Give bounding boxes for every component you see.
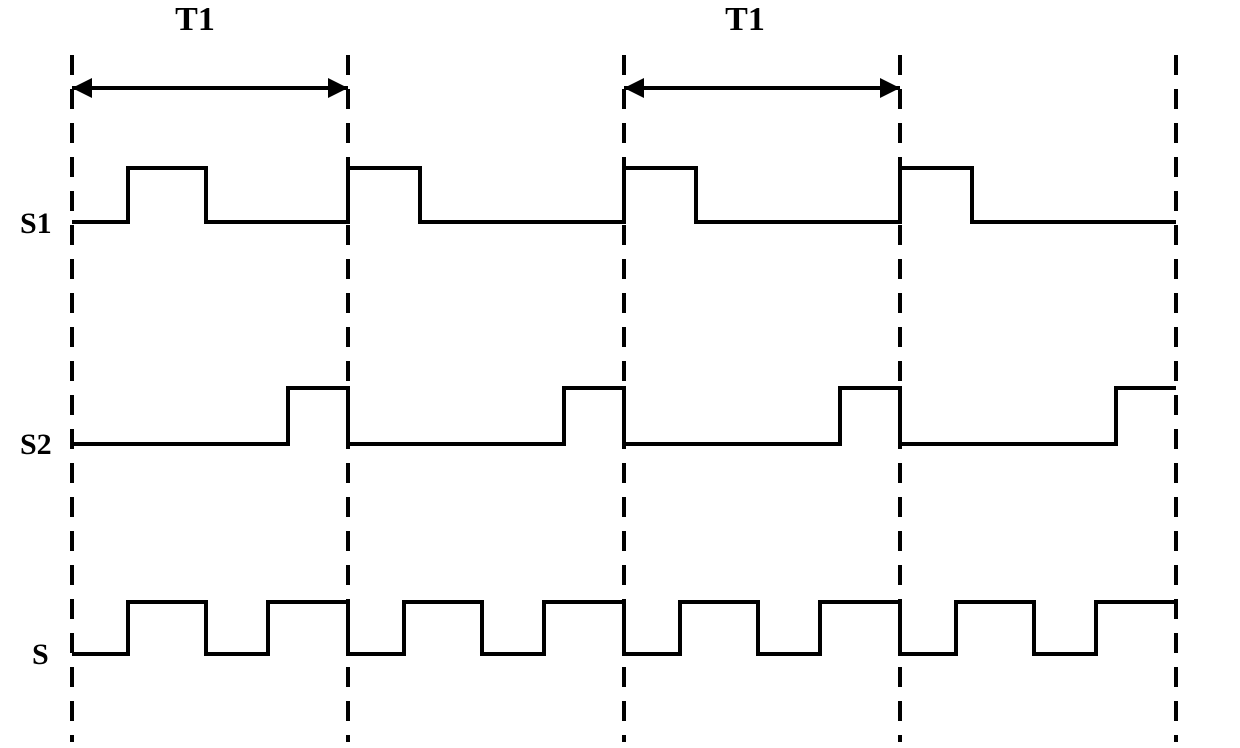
signal-waveform-s2 xyxy=(72,388,1176,444)
timing-diagram: T1 T1 S1 S2 S xyxy=(0,0,1240,748)
period-arrow-2 xyxy=(624,78,900,98)
signal-label-s: S xyxy=(32,638,49,671)
period-label-2: T1 xyxy=(725,1,765,38)
signal-label-s1: S1 xyxy=(20,207,52,240)
signal-waveform-s1 xyxy=(72,168,1176,222)
period-label-1: T1 xyxy=(175,1,215,38)
period-arrow-1 xyxy=(72,78,348,98)
signal-label-s2: S2 xyxy=(20,428,52,461)
signal-waveform-s xyxy=(72,602,1176,654)
